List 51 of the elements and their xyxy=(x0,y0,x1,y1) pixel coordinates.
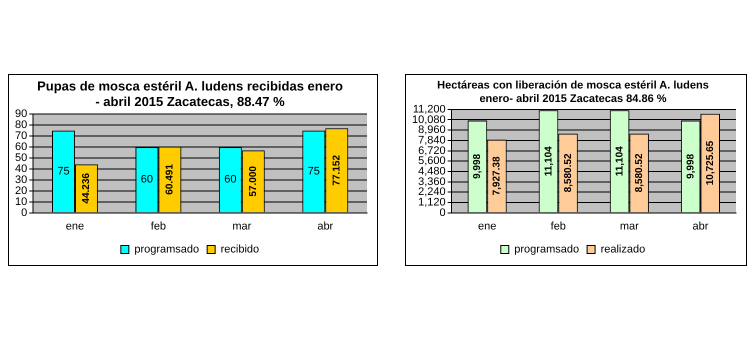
y-tick-label: 2,240 xyxy=(418,186,446,198)
data-label: 75 xyxy=(57,166,70,178)
data-label: 57.000 xyxy=(248,166,260,197)
y-tick-label: 8,960 xyxy=(418,124,446,136)
data-label: 11,104 xyxy=(543,146,554,176)
chart-title: Pupas de mosca estéril A. ludens recibidas enero - abril 2015 Zacatecas, 88.47 % xyxy=(37,78,343,109)
x-tick-label: mar xyxy=(620,220,640,232)
x-tick-label: feb xyxy=(150,220,166,232)
y-tick-label: 5,600 xyxy=(418,155,446,168)
x-tick-label: ene xyxy=(66,220,84,232)
chart-title: Hectáreas con liberación de mosca estéril A. ludens enero- abril 2015 Zacatecas 84.86 % xyxy=(437,80,709,105)
data-label: 60.491 xyxy=(164,164,176,195)
data-label: 10,725.65 xyxy=(704,140,716,186)
y-tick-label: 7,840 xyxy=(418,134,446,146)
data-label: 75 xyxy=(308,166,320,178)
legend-label: realizado xyxy=(600,244,646,256)
y-tick-label: 6,720 xyxy=(418,144,446,157)
data-label: 44.236 xyxy=(81,172,92,204)
data-label: 77.152 xyxy=(332,154,343,186)
x-tick-label: abr xyxy=(317,220,334,232)
y-tick-label: 20 xyxy=(14,184,28,197)
data-label: 9,998 xyxy=(472,153,484,179)
y-tick-label: 0 xyxy=(21,206,28,219)
y-tick-label: 4,480 xyxy=(418,165,446,178)
legend-label: programsado xyxy=(134,244,200,256)
legend-label: recibido xyxy=(220,244,260,256)
x-tick-label: ene xyxy=(478,220,496,232)
x-tick-label: mar xyxy=(232,220,252,232)
y-tick-label: 50 xyxy=(14,152,28,164)
data-label: 11,104 xyxy=(614,146,626,176)
y-tick-label: 90 xyxy=(14,108,28,120)
x-tick-label: feb xyxy=(550,220,566,232)
y-tick-label: 10 xyxy=(14,196,28,208)
y-tick-label: 40 xyxy=(14,163,28,176)
y-tick-label: 3,360 xyxy=(418,176,446,188)
x-tick-label: abr xyxy=(692,220,709,232)
data-label: 7,927.38 xyxy=(492,156,503,196)
data-label: 9,998 xyxy=(685,153,696,179)
y-tick-label: 11,200 xyxy=(412,103,446,116)
y-tick-label: 0 xyxy=(440,206,446,219)
y-tick-label: 60 xyxy=(14,141,28,154)
y-tick-label: 10,080 xyxy=(412,114,446,126)
data-label: 8,580.52 xyxy=(634,153,645,192)
y-tick-label: 1,120 xyxy=(418,196,446,208)
y-tick-label: 30 xyxy=(14,174,28,186)
data-label: 60 xyxy=(140,174,154,186)
legend-label: programsado xyxy=(514,244,580,256)
y-tick-label: 70 xyxy=(14,130,28,142)
data-label: 60 xyxy=(224,174,236,186)
y-tick-label: 80 xyxy=(14,119,28,132)
data-label: 8,580.52 xyxy=(562,153,574,192)
